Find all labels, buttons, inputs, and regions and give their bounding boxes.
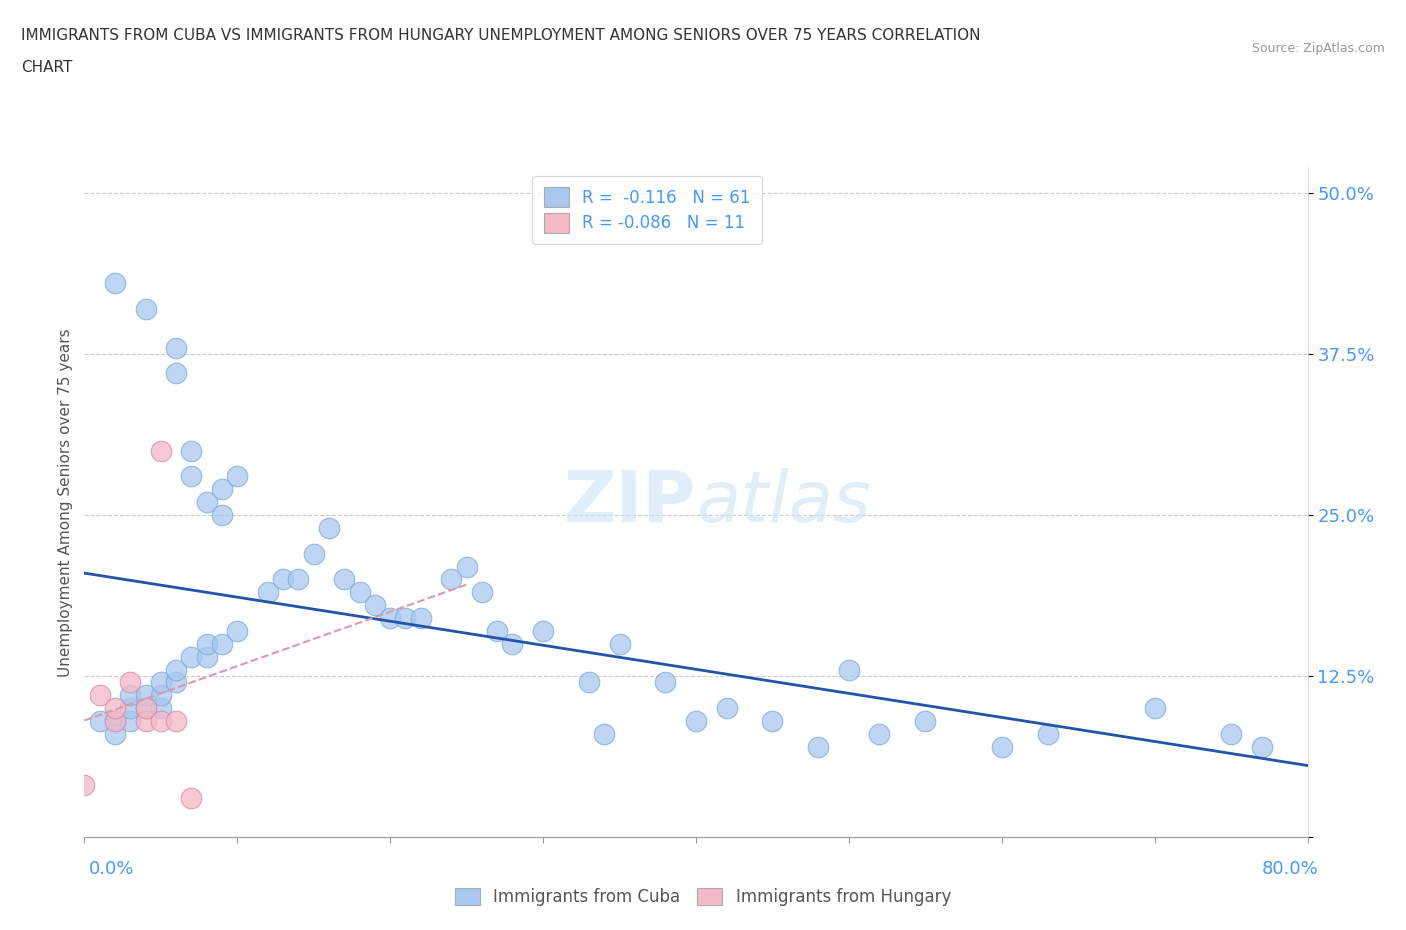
Point bbox=[609, 636, 631, 651]
Text: IMMIGRANTS FROM CUBA VS IMMIGRANTS FROM HUNGARY UNEMPLOYMENT AMONG SENIORS OVER : IMMIGRANTS FROM CUBA VS IMMIGRANTS FROM … bbox=[21, 28, 980, 43]
Point bbox=[1143, 701, 1166, 716]
Point bbox=[211, 508, 233, 523]
Point bbox=[226, 469, 249, 484]
Point bbox=[1036, 726, 1059, 741]
Point bbox=[104, 701, 127, 716]
Point bbox=[1220, 726, 1243, 741]
Point bbox=[456, 559, 478, 574]
Point bbox=[195, 649, 218, 664]
Point bbox=[807, 739, 830, 754]
Point bbox=[135, 713, 157, 728]
Point bbox=[195, 495, 218, 510]
Point bbox=[104, 713, 127, 728]
Point bbox=[914, 713, 936, 728]
Point bbox=[838, 662, 860, 677]
Point bbox=[120, 688, 142, 703]
Point bbox=[502, 636, 524, 651]
Point bbox=[180, 444, 202, 458]
Text: 80.0%: 80.0% bbox=[1263, 860, 1319, 878]
Point bbox=[149, 701, 172, 716]
Point bbox=[440, 572, 463, 587]
Point bbox=[318, 521, 340, 536]
Point bbox=[180, 649, 202, 664]
Point bbox=[149, 688, 172, 703]
Point bbox=[302, 546, 325, 561]
Point bbox=[180, 469, 202, 484]
Point bbox=[654, 675, 676, 690]
Point bbox=[211, 636, 233, 651]
Point bbox=[135, 301, 157, 316]
Point bbox=[394, 611, 416, 626]
Point bbox=[211, 482, 233, 497]
Point bbox=[165, 675, 187, 690]
Point bbox=[333, 572, 356, 587]
Point bbox=[104, 713, 127, 728]
Point bbox=[271, 572, 294, 587]
Point bbox=[349, 585, 371, 600]
Point bbox=[135, 701, 157, 716]
Point bbox=[380, 611, 402, 626]
Point bbox=[104, 276, 127, 291]
Text: Source: ZipAtlas.com: Source: ZipAtlas.com bbox=[1251, 42, 1385, 55]
Legend: R =  -0.116   N = 61, R = -0.086   N = 11: R = -0.116 N = 61, R = -0.086 N = 11 bbox=[531, 176, 762, 245]
Point bbox=[287, 572, 309, 587]
Text: ZIP: ZIP bbox=[564, 468, 696, 537]
Point bbox=[593, 726, 616, 741]
Point bbox=[89, 713, 111, 728]
Point bbox=[120, 701, 142, 716]
Point bbox=[120, 713, 142, 728]
Point bbox=[869, 726, 891, 741]
Y-axis label: Unemployment Among Seniors over 75 years: Unemployment Among Seniors over 75 years bbox=[58, 328, 73, 676]
Point bbox=[531, 623, 554, 638]
Point bbox=[364, 598, 387, 613]
Point bbox=[165, 713, 187, 728]
Point bbox=[471, 585, 494, 600]
Point bbox=[578, 675, 600, 690]
Text: 0.0%: 0.0% bbox=[89, 860, 134, 878]
Point bbox=[685, 713, 707, 728]
Point bbox=[135, 701, 157, 716]
Text: atlas: atlas bbox=[696, 468, 870, 537]
Point bbox=[180, 790, 202, 805]
Point bbox=[409, 611, 432, 626]
Point bbox=[149, 444, 172, 458]
Point bbox=[120, 675, 142, 690]
Point bbox=[149, 713, 172, 728]
Point bbox=[89, 688, 111, 703]
Text: CHART: CHART bbox=[21, 60, 73, 75]
Point bbox=[1250, 739, 1272, 754]
Point bbox=[149, 675, 172, 690]
Point bbox=[486, 623, 509, 638]
Legend: Immigrants from Cuba, Immigrants from Hungary: Immigrants from Cuba, Immigrants from Hu… bbox=[449, 881, 957, 912]
Point bbox=[195, 636, 218, 651]
Point bbox=[104, 726, 127, 741]
Point bbox=[991, 739, 1014, 754]
Point bbox=[257, 585, 280, 600]
Point bbox=[761, 713, 783, 728]
Point bbox=[73, 778, 96, 793]
Point bbox=[226, 623, 249, 638]
Point bbox=[135, 688, 157, 703]
Point bbox=[165, 662, 187, 677]
Point bbox=[165, 340, 187, 355]
Point bbox=[165, 366, 187, 381]
Point bbox=[716, 701, 738, 716]
